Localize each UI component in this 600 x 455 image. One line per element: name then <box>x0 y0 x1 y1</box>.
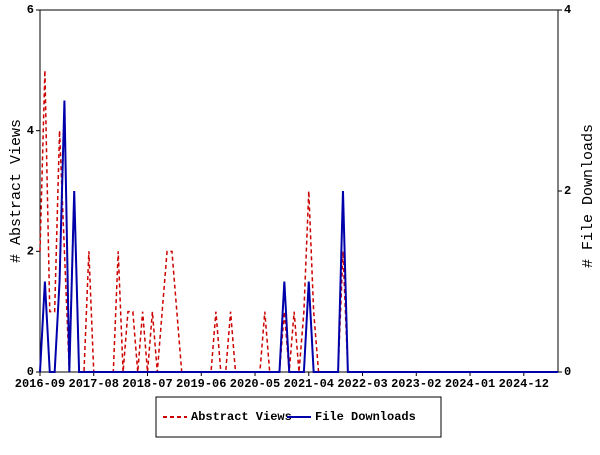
x-tick-label: 2022-03 <box>337 377 387 391</box>
y2-tick-label: 2 <box>564 184 571 198</box>
x-tick-label: 2019-06 <box>176 377 226 391</box>
x-tick-label: 2023-02 <box>391 377 441 391</box>
x-tick-label: 2020-05 <box>230 377 280 391</box>
y2-axis-title: # File Downloads <box>580 124 597 268</box>
x-tick-label: 2024-01 <box>445 377 495 391</box>
y-tick-label: 6 <box>27 3 34 17</box>
y-axis-title: # Abstract Views <box>8 119 25 263</box>
series-line <box>39 100 558 373</box>
x-tick-label: 2016-09 <box>15 377 65 391</box>
x-tick-label: 2024-12 <box>499 377 549 391</box>
y2-tick-label: 4 <box>564 3 571 17</box>
x-tick-label: 2017-08 <box>69 377 119 391</box>
y-tick-label: 4 <box>27 124 34 138</box>
x-tick-label: 2018-07 <box>122 377 172 391</box>
legend-label: File Downloads <box>315 410 416 424</box>
y2-tick-label: 0 <box>564 365 571 379</box>
plot-frame <box>39 9 559 373</box>
y-tick-label: 0 <box>27 365 34 379</box>
y-tick-label: 2 <box>27 245 34 259</box>
x-tick-label: 2021-04 <box>284 377 334 391</box>
legend-label: Abstract Views <box>191 410 292 424</box>
